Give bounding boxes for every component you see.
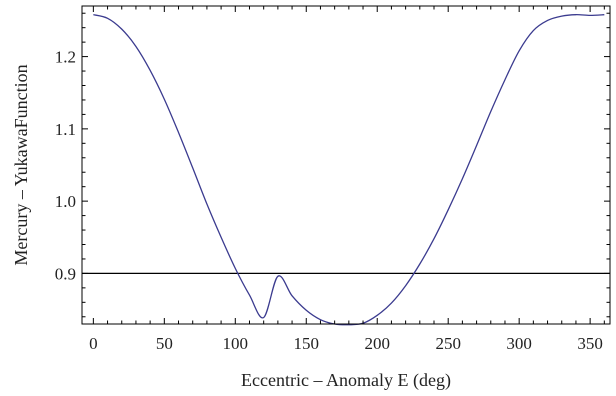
y-tick-label: 1.2: [55, 48, 76, 67]
x-tick-label: 200: [364, 334, 390, 353]
x-tick-label: 100: [223, 334, 249, 353]
y-tick-label: 0.9: [55, 264, 76, 283]
plot-frame: [81, 5, 611, 325]
x-tick-label: 0: [89, 334, 98, 353]
x-tick-label: 50: [156, 334, 173, 353]
x-tick-label: 150: [294, 334, 320, 353]
y-axis-title: Mercury – YukawaFunction: [11, 64, 31, 265]
y-tick-label: 1.1: [55, 120, 76, 139]
x-tick-label: 300: [506, 334, 532, 353]
series-line-0: [93, 14, 605, 326]
y-tick-label: 1.0: [55, 192, 76, 211]
tick-layer: 0 50 100 150 200 250 300 350 0.9 1.0 1.1 1.2: [55, 6, 610, 353]
series-layer: [93, 14, 605, 326]
x-tick-label: 350: [577, 334, 603, 353]
x-axis-title: Eccentric – Anomaly E (deg): [241, 370, 451, 391]
x-tick-label: 250: [435, 334, 461, 353]
